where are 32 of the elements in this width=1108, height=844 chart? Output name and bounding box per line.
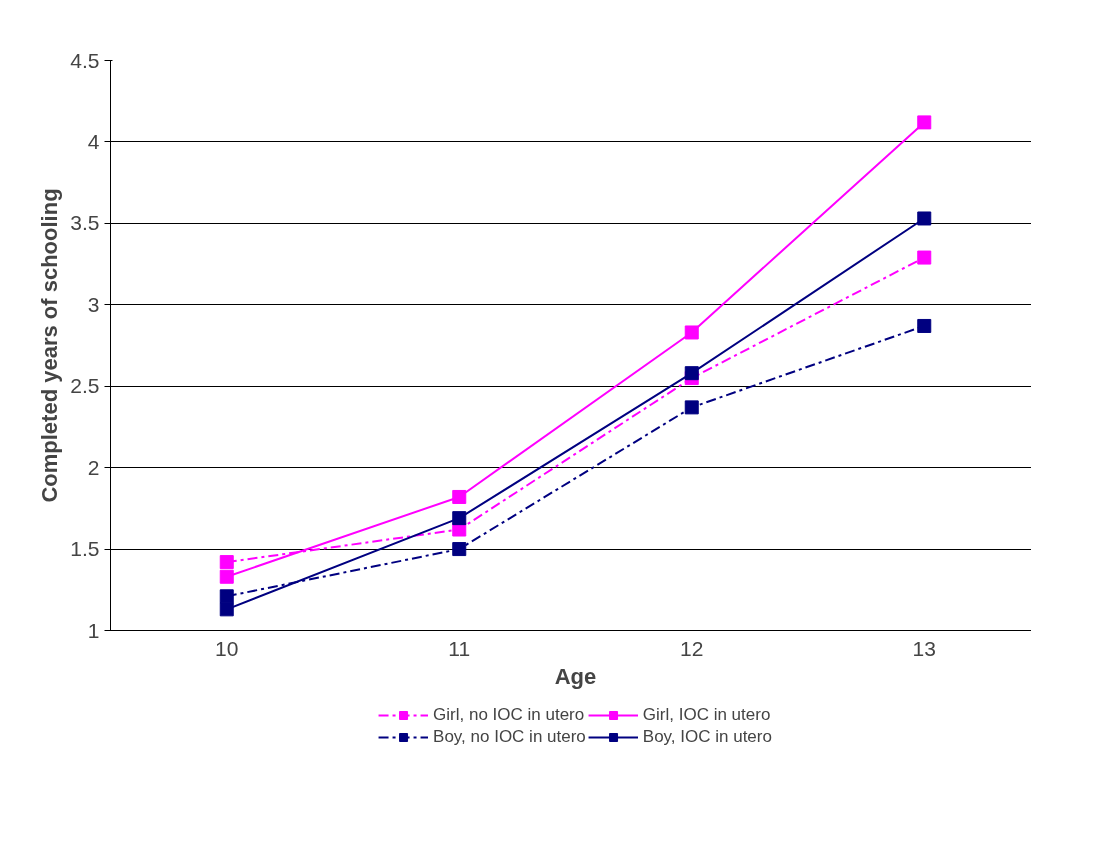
y-tick-label: 1 <box>87 618 100 642</box>
y-tick-label: 2.5 <box>70 374 100 398</box>
y-tick-label: 3.5 <box>70 211 100 235</box>
x-tick-label: 12 <box>680 636 704 660</box>
y-tick-label: 2 <box>87 455 100 479</box>
point <box>452 511 467 526</box>
legend-label: Girl, no IOC in utero <box>433 705 585 725</box>
point <box>684 366 699 381</box>
point <box>684 400 699 415</box>
point <box>684 325 699 340</box>
legend-label: Girl, IOC in utero <box>642 705 771 725</box>
x-axis-title: Age <box>554 663 597 689</box>
point <box>917 115 932 130</box>
y-tick-label: 3 <box>87 292 100 316</box>
x-tick-label: 13 <box>912 636 936 660</box>
point <box>452 542 467 557</box>
y-tick-label: 4 <box>87 129 100 153</box>
legend-label: Boy, IOC in utero <box>642 727 772 747</box>
point <box>917 250 932 265</box>
point <box>452 489 467 504</box>
y-axis-title: Completed years of schooling <box>37 188 63 503</box>
x-tick-label: 10 <box>215 636 239 660</box>
point <box>917 211 932 226</box>
point <box>219 589 234 604</box>
point <box>219 602 234 617</box>
point <box>219 569 234 584</box>
y-tick-label: 4.5 <box>70 48 100 72</box>
point <box>917 318 932 333</box>
y-tick-label: 1.5 <box>70 537 100 561</box>
point <box>219 555 234 570</box>
legend-label: Boy, no IOC in utero <box>433 727 586 747</box>
x-tick-label: 11 <box>448 636 471 660</box>
